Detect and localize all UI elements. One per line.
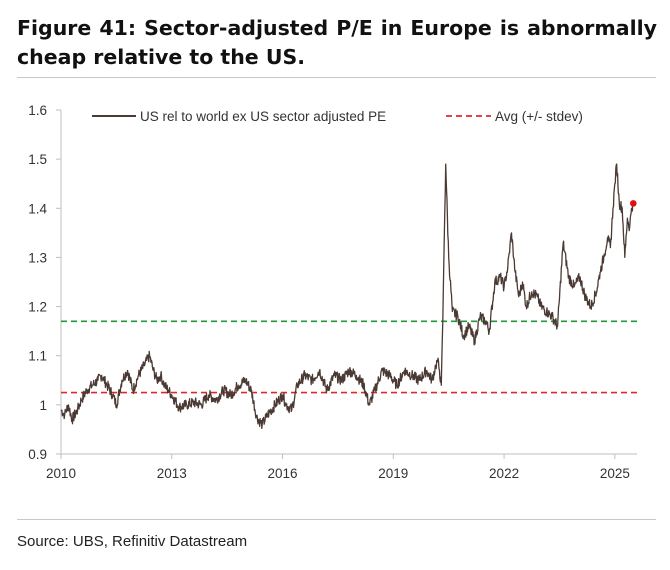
y-tick-label: 1.5: [28, 152, 47, 167]
chart-legend: US rel to world ex US sector adjusted PE…: [92, 109, 583, 124]
reference-lines: [61, 320, 637, 394]
y-tick-label: 1.1: [28, 349, 47, 364]
title-line-2: cheap relative to the US.: [17, 45, 306, 69]
x-tick-label: 2016: [268, 466, 298, 481]
series-endpoint-dot: [630, 200, 637, 207]
footer-divider: [17, 519, 656, 520]
x-tick-label: 2022: [489, 466, 519, 481]
y-tick-label: 1.2: [28, 300, 47, 315]
title-divider: [17, 77, 656, 78]
title-line-1: Figure 41: Sector-adjusted P/E in Europe…: [17, 16, 657, 40]
y-tick-label: 1.4: [28, 201, 47, 216]
legend-label-avg: Avg (+/- stdev): [495, 109, 583, 124]
y-tick-label: 1.3: [28, 250, 47, 265]
figure-title: Figure 41: Sector-adjusted P/E in Europe…: [17, 14, 657, 72]
x-tick-label: 2025: [600, 466, 630, 481]
y-tick-label: 0.9: [28, 447, 47, 462]
chart-svg: 0.9 1 1.1 1.2 1.3 1.4 1.5 1.6 2010 2013 2016 2019 20…: [28, 103, 637, 481]
y-tick-label: 1: [39, 398, 47, 413]
x-tick-label: 2019: [378, 466, 408, 481]
series-line-us-rel-pe: [60, 163, 634, 430]
source-note: Source: UBS, Refinitiv Datastream: [17, 533, 248, 550]
series-group: [60, 163, 637, 430]
chart-axes: 0.9 1 1.1 1.2 1.3 1.4 1.5 1.6 2010 2013 2016 2019 20…: [28, 103, 637, 481]
x-tick-label: 2013: [157, 466, 187, 481]
x-tick-label: 2010: [46, 466, 76, 481]
legend-label-series: US rel to world ex US sector adjusted PE: [140, 109, 386, 124]
y-tick-label: 1.6: [28, 103, 47, 118]
